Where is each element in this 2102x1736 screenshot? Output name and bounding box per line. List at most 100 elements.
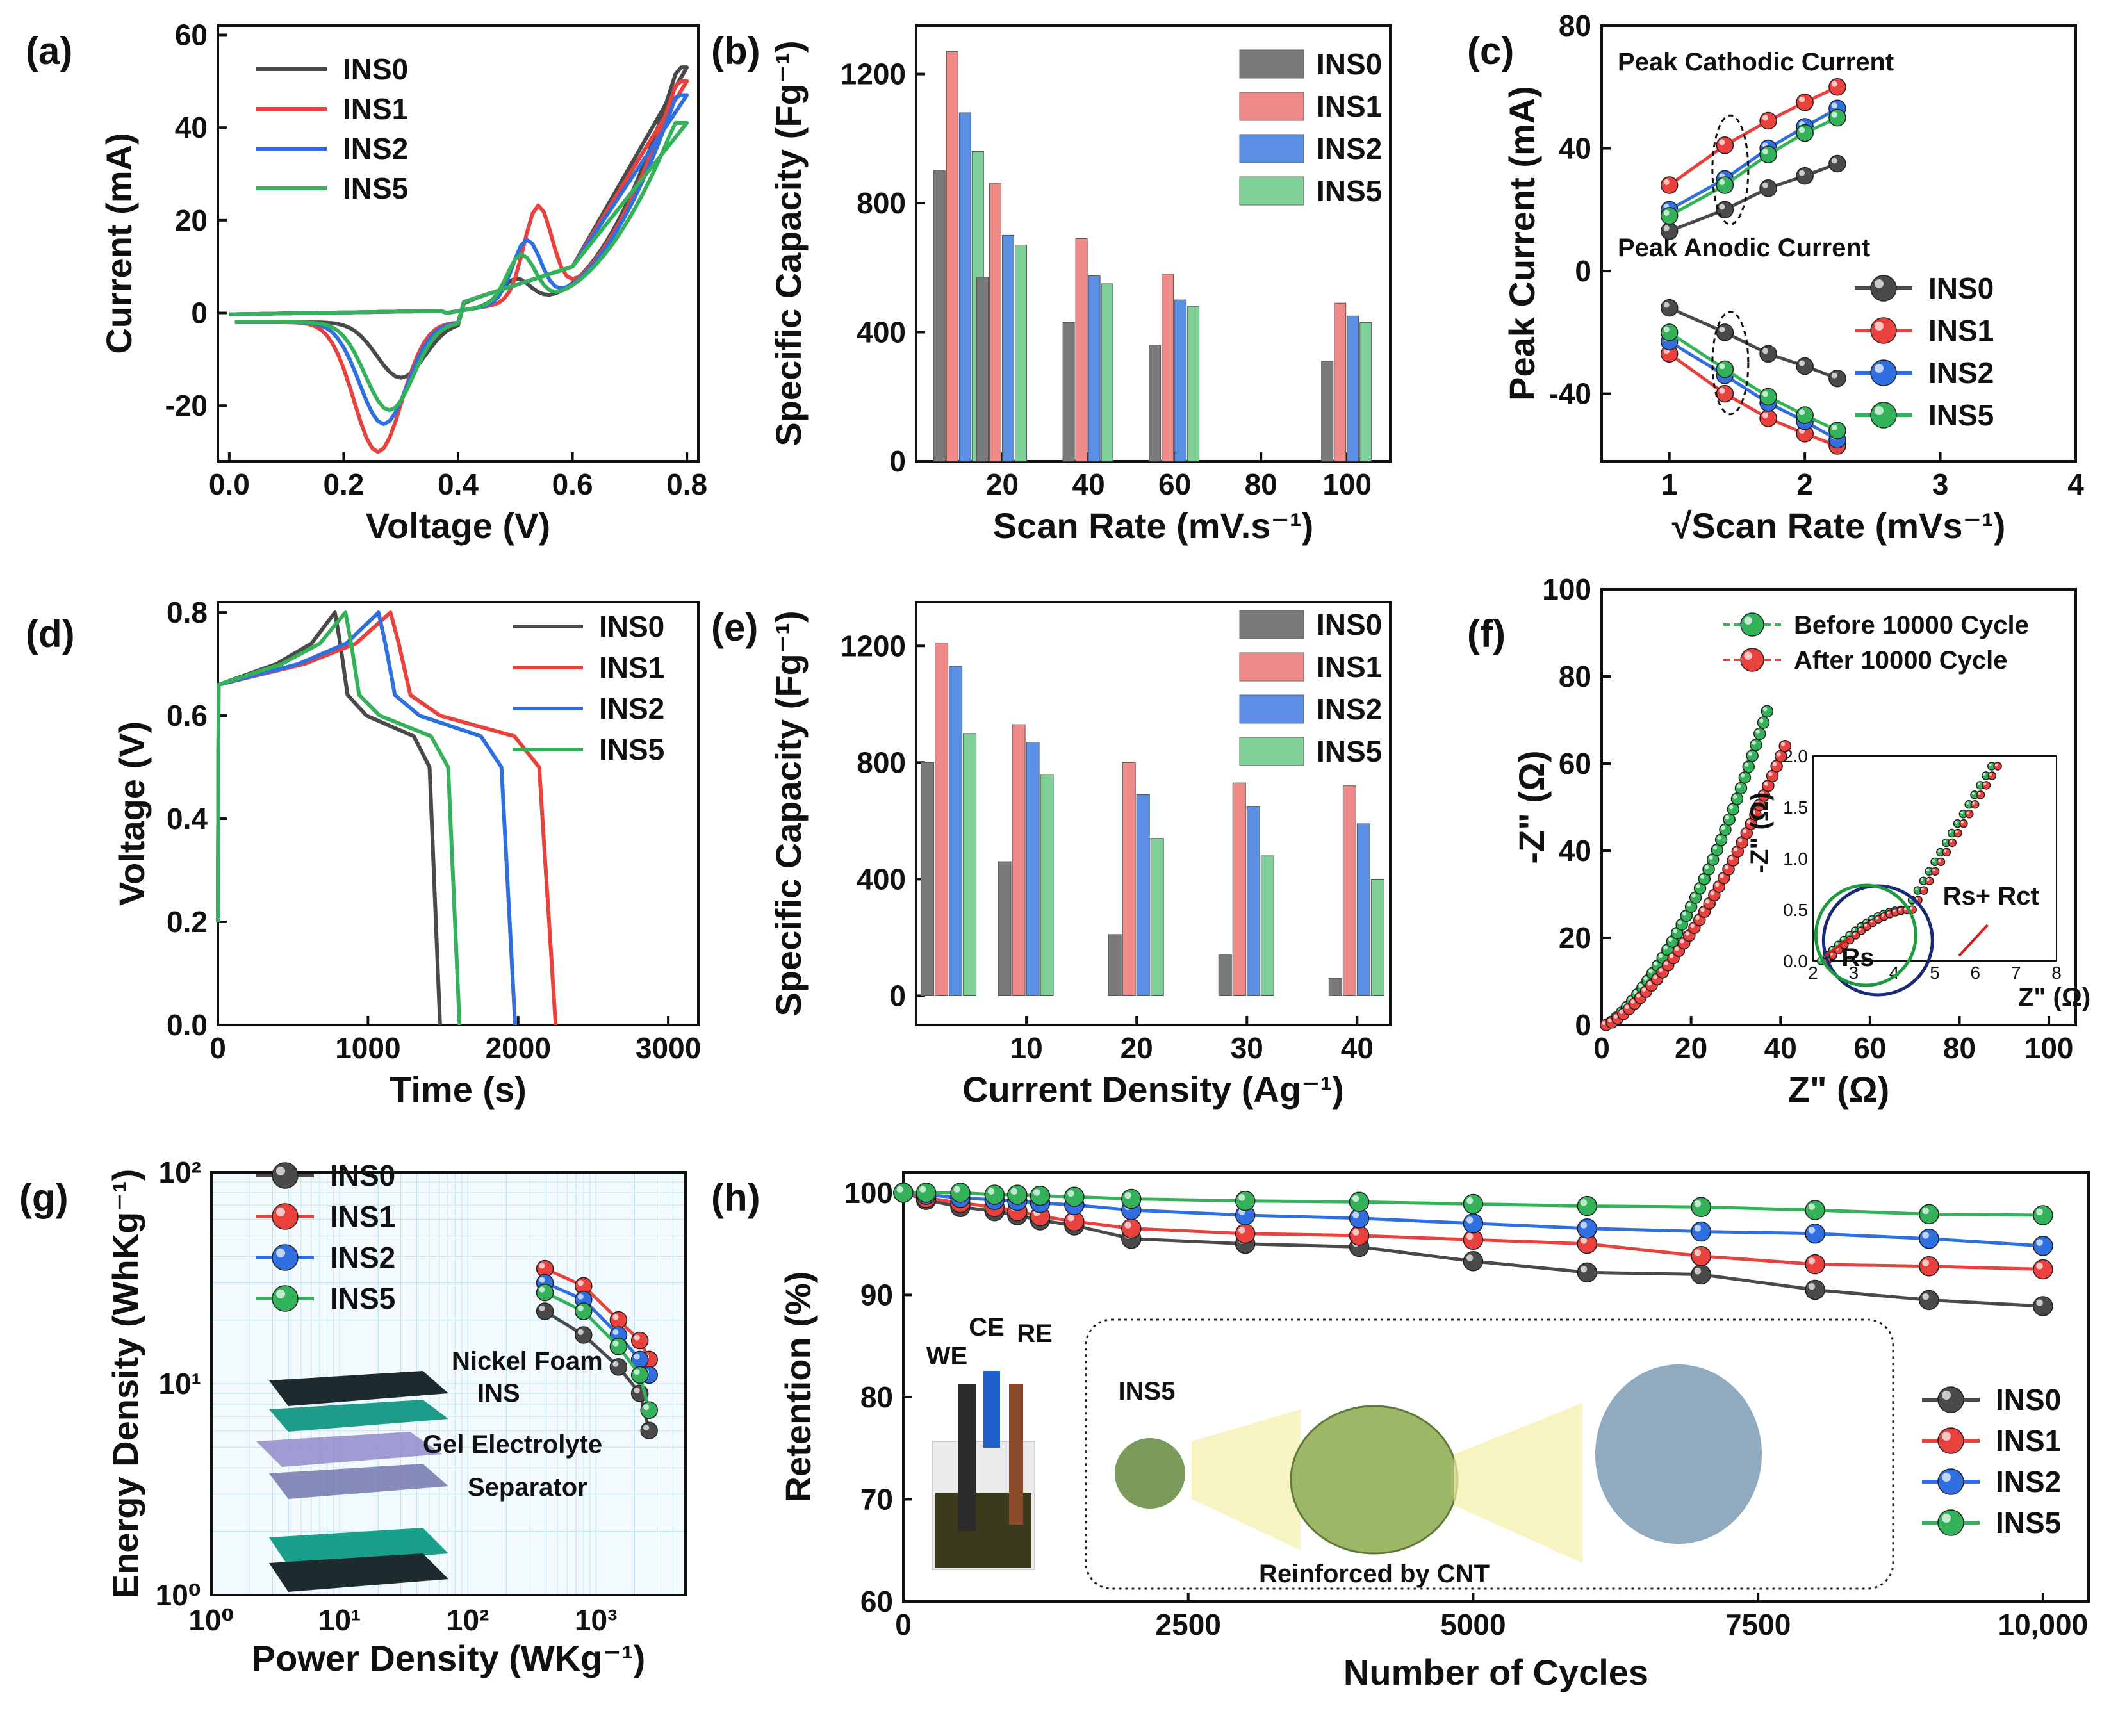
panel-e-bar-INS2	[949, 666, 963, 996]
panel-g-point-INS0	[536, 1302, 554, 1320]
panel-h-point-INS5-shine	[953, 1186, 960, 1193]
panel-h-point-INS1	[1805, 1254, 1825, 1275]
panel-f-inset-xtick: 6	[1971, 963, 1981, 983]
panel-h-point-INS0	[1463, 1251, 1484, 1272]
panel-h-label-re: RE	[1017, 1320, 1053, 1348]
panel-h-ytick-label: 90	[860, 1278, 893, 1311]
panel-a-ylabel: Current (mA)	[99, 133, 139, 354]
panel-d-legend-label: INS5	[599, 733, 664, 766]
panel-e-xtick-label: 40	[1341, 1031, 1374, 1065]
panel-f-inset-xtick: 5	[1930, 963, 1940, 983]
panel-c-ytick-label: 80	[1559, 9, 1591, 42]
panel-f-point-shine	[1717, 835, 1721, 840]
panel-g-point-INS0	[575, 1326, 593, 1344]
panel-h-xtick-label: 7500	[1725, 1608, 1791, 1641]
panel-g-legend-marker	[272, 1244, 299, 1271]
panel-e-ytick-label: 400	[857, 862, 906, 896]
panel-f-inset-point	[1930, 867, 1940, 876]
panel-c-point-INS1	[1716, 384, 1734, 403]
panel-h-xtick-label: 0	[895, 1608, 912, 1641]
panel-g-legend-marker-shine	[276, 1167, 285, 1175]
panel-f-inset-point-shine	[1898, 908, 1901, 911]
panel-g-point-INS5-shine	[539, 1286, 545, 1293]
panel-b-bar-INS2	[1347, 315, 1359, 462]
panel-f-frame	[1600, 588, 2077, 1026]
panel-b-bar-INS1	[1162, 274, 1174, 462]
panel-g-point-INS5	[575, 1302, 593, 1320]
panel-g-point-INS0-shine	[539, 1305, 545, 1312]
panel-f-point-shine	[1744, 762, 1749, 767]
panel-b-legend-label: INS1	[1317, 90, 1382, 123]
panel-b-bar-INS2	[958, 112, 971, 462]
panel-e-legend-swatch	[1239, 737, 1304, 766]
panel-b-bar-INS0	[1062, 322, 1075, 462]
panel-c-legend-marker	[1870, 317, 1897, 344]
panel-c-point-INS5-shine	[1663, 209, 1670, 216]
panel-h-point-INS2	[2033, 1236, 2053, 1256]
panel-c-point-INS5-shine	[1799, 127, 1805, 133]
panel-c-point-INS5	[1828, 108, 1846, 127]
panel-d-ytick-label: 0.0	[167, 1008, 208, 1042]
panel-g-xtick-label: 10³	[575, 1603, 617, 1637]
panel-g-legend-label: INS2	[330, 1241, 395, 1274]
panel-e-xlabel: Current Density (Ag⁻¹)	[962, 1069, 1344, 1110]
panel-h-point-INS5	[1007, 1184, 1028, 1205]
panel-e-bar-INS5	[1260, 855, 1274, 996]
panel-h-point-INS0	[1805, 1279, 1825, 1300]
panel-c-point-INS5-shine	[1762, 149, 1769, 155]
panel-h-point-INS5-shine	[1922, 1207, 1929, 1215]
panel-f-inset-ytick: 2.0	[1783, 746, 1808, 766]
panel-f-inset-point-shine	[1858, 924, 1861, 927]
panel-h-point-INS5	[950, 1183, 971, 1203]
panel-f-inset-point-shine	[1966, 801, 1969, 805]
panel-g-legend-marker	[272, 1285, 299, 1312]
panel-g-legend-marker-shine	[276, 1290, 285, 1298]
panel-h-point-INS1	[2033, 1259, 2053, 1280]
panel-e-legend-swatch	[1239, 694, 1304, 724]
panel-h-point-INS5-shine	[1808, 1203, 1816, 1211]
panel-a-ytick-label: -20	[165, 389, 208, 422]
panel-g-nickel-foam-layer	[269, 1371, 448, 1406]
panel-f-inset-ylabel: -Z" (Ω)	[1746, 792, 1774, 874]
panel-f-point-shine	[1755, 730, 1760, 734]
panel-f-inset-ytick: 0.0	[1783, 951, 1808, 971]
panel-d-curve-INS2	[216, 610, 518, 1026]
panel-c-dashed-ellipse	[1711, 114, 1750, 225]
panel-g-ins-layer	[269, 1400, 448, 1432]
panel-a-legend-label: INS2	[343, 132, 408, 165]
panel-h-point-INS5-shine	[1238, 1194, 1245, 1201]
panel-e-xtick-label: 30	[1231, 1031, 1263, 1065]
panel-e-bar-INS2	[1026, 741, 1040, 996]
panel-c-legend-label: INS1	[1928, 314, 1994, 347]
panel-h-ytick-label: 100	[844, 1176, 893, 1209]
panel-f-inset-xtick: 7	[2011, 963, 2021, 983]
panel-c-point-INS0-shine	[1663, 225, 1670, 231]
panel-a-curve-INS2	[229, 93, 689, 427]
panel-f-point-shine	[1602, 1020, 1606, 1025]
panel-h-title: (h)	[711, 1176, 760, 1219]
panel-f-inset-point-shine	[1864, 920, 1867, 923]
panel-f-point	[1753, 727, 1766, 741]
panel-f-point-shine	[1619, 1010, 1623, 1014]
panel-h-point-INS5-shine	[1580, 1199, 1588, 1206]
panel-h-point-INS0-shine	[1580, 1265, 1588, 1273]
panel-c-point-INS1-shine	[1762, 412, 1769, 418]
panel-f-point-shine	[1760, 791, 1764, 796]
panel-h-point-INS5-shine	[1067, 1190, 1074, 1197]
panel-d-legend-label: INS2	[599, 692, 664, 725]
panel-b-bar-INS2	[1174, 299, 1187, 462]
panel-h-legend-marker-shine	[1942, 1391, 1951, 1400]
panel-f-inset-point	[1993, 762, 2002, 771]
panel-g-frame	[210, 1171, 687, 1596]
panel-f-point-shine	[1641, 987, 1646, 992]
panel-f-inset-label-rsrct: Rs+ Rct	[1943, 882, 2039, 910]
panel-h-point-INS0-shine	[1466, 1254, 1474, 1261]
panel-f-point-shine	[1675, 946, 1679, 951]
panel-h-point-INS2-shine	[1694, 1225, 1702, 1232]
panel-h-xtick-label: 10,000	[1998, 1608, 2088, 1641]
panel-d-xtick-label: 2000	[486, 1031, 551, 1065]
panel-h-zoom-beam	[1454, 1403, 1582, 1563]
panel-g-xtick-label: 10¹	[318, 1603, 361, 1637]
panel-f-inset-point-shine	[1869, 920, 1873, 923]
